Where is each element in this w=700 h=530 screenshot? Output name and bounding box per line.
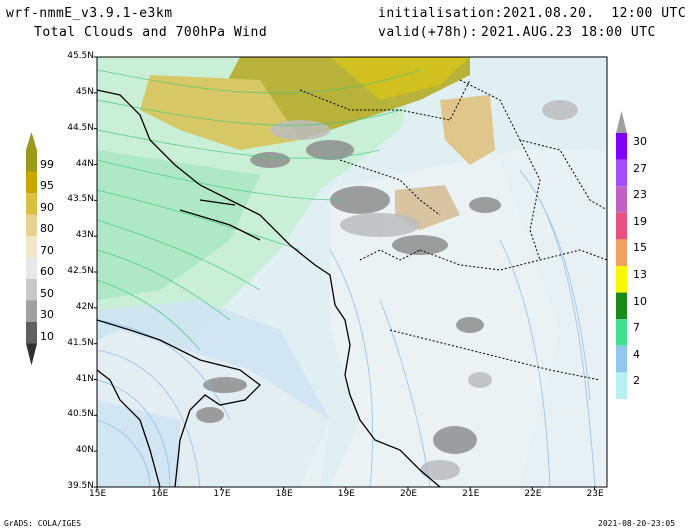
lon-tick-label: 20E <box>399 489 418 499</box>
cloud-colorbar-swatch <box>26 150 37 172</box>
lat-tick-label: 40.5N <box>67 409 94 420</box>
country-borders <box>299 79 607 381</box>
lat-tick-label: 44.5N <box>67 122 94 133</box>
init-value: 2021.08.20. 12:00 UTC <box>503 6 687 21</box>
wind-colorbar-label: 4 <box>633 347 640 361</box>
lat-tick-label: 41N <box>75 373 94 384</box>
cloud-colorbar-label: 95 <box>40 179 54 192</box>
wind-colorbar-label: 7 <box>633 321 640 335</box>
wind-colorbar-label: 2 <box>633 374 640 388</box>
lat-tick-label: 43N <box>75 230 94 241</box>
wind-colorbar-top-arrow <box>616 111 627 133</box>
valid-value: 2021.AUG.23 18:00 UTC <box>481 25 656 40</box>
cloud-patches-light <box>270 100 578 480</box>
cloud-core <box>330 57 470 100</box>
wind-zone-strong <box>97 150 260 300</box>
cloud-colorbar-swatch <box>26 279 37 301</box>
cloud-colorbar-label: 60 <box>40 265 54 278</box>
wind-colorbar-label: 30 <box>633 135 647 148</box>
model-name: wrf-nmmE_v3.9.1-e3km <box>6 6 173 21</box>
lon-tick-label: 18E <box>275 489 293 499</box>
cloud-colorbar-label: 30 <box>40 308 54 321</box>
lon-tick-label: 15E <box>89 489 107 499</box>
valid-label: valid(+78h): <box>378 25 478 40</box>
wind-colorbar-label: 23 <box>633 188 647 202</box>
lon-tick-label: 23E <box>586 489 604 499</box>
lat-tick-label: 41.5N <box>67 337 94 348</box>
footer-credit: GrADS: COLA/IGES <box>4 519 82 528</box>
lat-tick-label: 42N <box>75 301 94 312</box>
cloud-colorbar-label: 99 <box>40 157 54 171</box>
wind-colorbar-swatch <box>616 372 627 399</box>
wind-colorbar-swatch <box>616 319 627 346</box>
wind-colorbar-swatch <box>616 345 627 373</box>
cloud-colorbar-label: 50 <box>40 286 54 300</box>
cloud-colorbar-bottom-arrow <box>26 343 37 366</box>
lon-tick-label: 22E <box>524 489 542 499</box>
footer-timestamp: 2021-08-20-23:05 <box>598 519 676 528</box>
cloud-colorbar-label: 80 <box>40 222 54 235</box>
cloud-east-patch <box>440 95 495 165</box>
cloud-colorbar-swatch <box>26 193 37 215</box>
cloud-colorbar-top-arrow <box>26 132 37 150</box>
lat-tick-label: 42.5N <box>67 266 94 276</box>
product-title: Total Clouds and 700hPa Wind <box>34 25 268 40</box>
wind-colorbar <box>616 111 627 399</box>
wind-colorbar-label: 19 <box>633 214 647 228</box>
cloud-colorbar-label: 10 <box>40 329 54 343</box>
lat-tick-label: 43.5N <box>67 194 94 205</box>
lat-tick-label: 45N <box>75 86 94 97</box>
cloud-colorbar-swatch <box>26 236 37 258</box>
init-label: initialisation: <box>378 6 503 21</box>
cloud-colorbar-swatch <box>26 214 37 236</box>
wind-colorbar-label: 27 <box>633 161 647 175</box>
lon-tick-label: 21E <box>462 489 480 499</box>
wind-colorbar-label: 15 <box>633 241 647 255</box>
wind-colorbar-swatch <box>616 266 627 293</box>
lon-tick-label: 16E <box>151 489 169 499</box>
lat-tick-label: 45.5N <box>67 51 94 61</box>
lon-tick-label: 19E <box>337 489 355 499</box>
wind-colorbar-swatch <box>616 159 627 187</box>
wind-colorbar-swatch <box>616 186 627 213</box>
lat-tick-label: 39.5N <box>67 481 94 491</box>
wind-streamlines-green <box>97 69 421 351</box>
cloud-colorbar <box>26 132 37 366</box>
cloud-colorbar-swatch <box>26 171 37 193</box>
cloud-colorbar-swatch <box>26 257 37 279</box>
cloud-colorbar-swatch <box>26 322 37 344</box>
wind-colorbar-swatch <box>616 292 627 320</box>
cloud-colorbar-label: 90 <box>40 200 54 214</box>
cloud-patches-grey <box>196 140 501 454</box>
wind-colorbar-swatch <box>616 212 627 240</box>
cloud-colorbar-label: 70 <box>40 243 54 257</box>
wind-streamlines-blue <box>97 169 596 487</box>
lat-tick-label: 40N <box>75 445 94 456</box>
wind-colorbar-swatch <box>616 239 627 266</box>
lat-tick-label: 44N <box>75 158 94 169</box>
cloud-colorbar-swatch <box>26 300 37 322</box>
cloud-north-west <box>140 75 300 150</box>
lon-tick-label: 17E <box>213 489 231 499</box>
wind-colorbar-label: 13 <box>633 268 647 281</box>
coastlines <box>97 89 441 487</box>
wind-colorbar-swatch <box>616 133 627 160</box>
wind-colorbar-label: 10 <box>633 294 647 308</box>
